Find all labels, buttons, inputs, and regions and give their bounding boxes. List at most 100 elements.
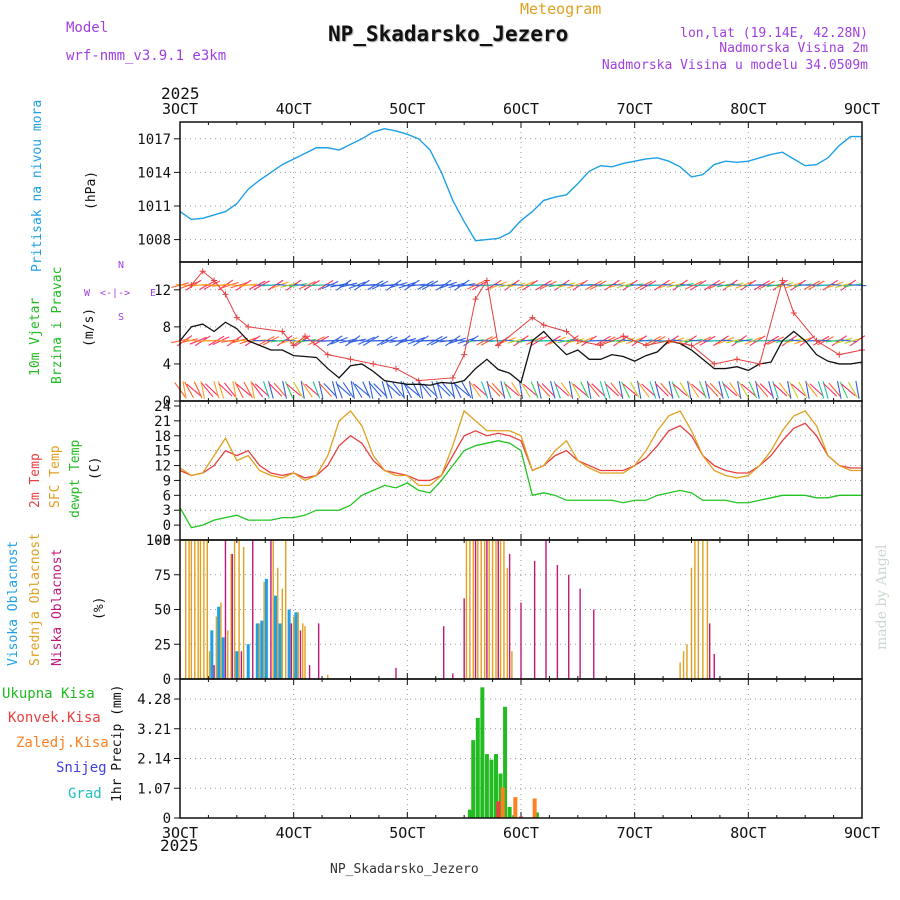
ytick-label-pressure-3: 1008 xyxy=(137,233,171,249)
wind-arrow-0-43 xyxy=(367,280,384,291)
cloud-ylabel-high: Visoka Oblacnost xyxy=(6,540,21,666)
cloud-bar-2-10 xyxy=(317,623,320,679)
wind-gust-marker-17 xyxy=(483,277,490,284)
wind-arrow-2-95 xyxy=(604,383,619,397)
cloud-bar-2-16 xyxy=(486,540,488,679)
cloud-bar-2-1 xyxy=(213,665,215,679)
xtick-label-top-2: 5OCT xyxy=(389,100,425,118)
wind-arrow-2-37 xyxy=(342,382,354,398)
wind-arrow-2-146 xyxy=(839,381,849,399)
wind-arrow-2-86 xyxy=(568,380,574,399)
cloud-bar-0-29 xyxy=(472,540,474,679)
cloud-bar-0-8 xyxy=(208,651,211,679)
wind-arrow-0-34 xyxy=(325,283,344,287)
wind-gust-marker-7 xyxy=(290,342,297,349)
wind-arrow-1-27 xyxy=(295,335,311,347)
ytick-label-temperature-0: 24 xyxy=(154,399,171,415)
cloud-bar-1-2 xyxy=(221,637,225,679)
wind-arrow-2-129 xyxy=(759,383,774,397)
wind-arrow-1-123 xyxy=(731,335,747,347)
wind-arrow-0-25 xyxy=(285,279,302,291)
wind-arrow-2-128 xyxy=(755,382,769,398)
cloud-bar-0-13 xyxy=(233,540,236,679)
ytick-label-temperature-9: -3 xyxy=(154,533,171,549)
wind-arrow-2-12 xyxy=(232,380,237,399)
wind-arrow-2-63 xyxy=(461,381,472,398)
wind-arrow-0-28 xyxy=(298,280,316,290)
cloud-bar-1-9 xyxy=(278,623,282,679)
wind-gust-marker-25 xyxy=(643,342,650,349)
wind-arrow-2-41 xyxy=(362,381,371,399)
cloud-bar-0-23 xyxy=(297,612,299,679)
wind-arrow-2-140 xyxy=(809,383,824,397)
wind-arrow-2-103 xyxy=(641,383,656,397)
wind-arrow-2-143 xyxy=(823,383,838,397)
wind-arrow-1-45 xyxy=(376,335,393,346)
wind-arrow-2-67 xyxy=(481,381,489,399)
wind-arrow-0-73 xyxy=(504,279,520,291)
xtick-label-top-3: 6OCT xyxy=(503,100,539,118)
product-title: Meteogram xyxy=(520,0,602,18)
wind-arrow-2-78 xyxy=(530,381,539,399)
ytick-label-wind-2: 4 xyxy=(163,357,171,373)
wind-arrow-0-58 xyxy=(435,279,452,291)
xtick-label-top-5: 8OCT xyxy=(730,100,766,118)
wind-arrow-1-38 xyxy=(345,335,361,347)
precip-ylabel: 1hr Precip (mm) xyxy=(110,684,125,802)
wind-arrow-2-85 xyxy=(560,382,573,398)
wind-arrow-2-138 xyxy=(805,380,810,399)
wind-arrow-1-60 xyxy=(445,335,461,347)
elevation-label: Nadmorska Visina 2m xyxy=(719,41,868,56)
wind-arrow-2-71 xyxy=(500,380,506,399)
wind-arrow-2-126 xyxy=(748,381,758,399)
cloud-bar-2-4 xyxy=(240,651,243,679)
cloud-unit: (%) xyxy=(92,596,107,620)
wind-arrow-2-44 xyxy=(373,383,387,397)
ytick-label-temperature-6: 6 xyxy=(163,488,171,504)
wind-arrow-2-111 xyxy=(679,381,690,398)
wind-arrow-2-27 xyxy=(300,380,305,399)
wind-arrow-1-56 xyxy=(426,335,443,346)
precip-bar-0-7 xyxy=(498,773,503,818)
wind-arrow-2-125 xyxy=(741,383,756,397)
xtick-label-bottom-1: 4OCT xyxy=(276,824,312,842)
cloud-bar-2-8 xyxy=(299,630,302,679)
wind-arrow-1-110 xyxy=(671,339,690,343)
ytick-label-wind-3: 0 xyxy=(163,394,171,410)
cloud-bar-1-7 xyxy=(264,578,268,679)
wind-arrow-0-17 xyxy=(249,280,266,290)
wind-arrow-2-48 xyxy=(392,382,405,398)
cloud-bar-0-24 xyxy=(302,623,304,679)
wind-arrow-2-100 xyxy=(629,381,640,399)
precip-bar-2-0 xyxy=(500,787,505,818)
wind-arrow-0-50 xyxy=(398,281,417,289)
wind-arrow-1-130 xyxy=(763,335,780,346)
cloud-bar-1-6 xyxy=(260,620,264,679)
legend-snow: Snijeg xyxy=(56,760,107,776)
cloud-bar-0-44 xyxy=(694,540,696,679)
wind-arrow-0-139 xyxy=(803,280,821,290)
wind-arrow-1-121 xyxy=(721,339,740,343)
wind-arrow-0-47 xyxy=(385,279,402,291)
cloud-bar-2-11 xyxy=(395,667,397,679)
wind-gust-marker-32 xyxy=(790,309,797,316)
cloud-bar-0-40 xyxy=(679,662,681,679)
wind-arrow-2-149 xyxy=(855,380,860,399)
wind-arrow-2-80 xyxy=(537,382,551,397)
wind-gust-marker-24 xyxy=(620,333,627,340)
wind-gust-marker-21 xyxy=(563,328,570,335)
cloud-bar-2-9 xyxy=(308,665,311,679)
cloud-bar-0-39 xyxy=(511,651,513,679)
wind-arrow-0-108 xyxy=(662,283,681,287)
wind-arrow-2-50 xyxy=(402,381,413,399)
cloud-bar-2-19 xyxy=(520,602,522,679)
wind-arrow-0-54 xyxy=(417,280,434,290)
wind-arrow-2-25 xyxy=(286,383,301,397)
wind-arrow-2-145 xyxy=(836,380,842,399)
cloud-bar-2-7 xyxy=(290,623,293,679)
cloud-bar-0-22 xyxy=(292,616,295,679)
wind-arrow-2-117 xyxy=(705,382,719,397)
ytick-label-cloud-0: 100 xyxy=(146,533,171,549)
wind-arrow-2-32 xyxy=(318,382,333,397)
